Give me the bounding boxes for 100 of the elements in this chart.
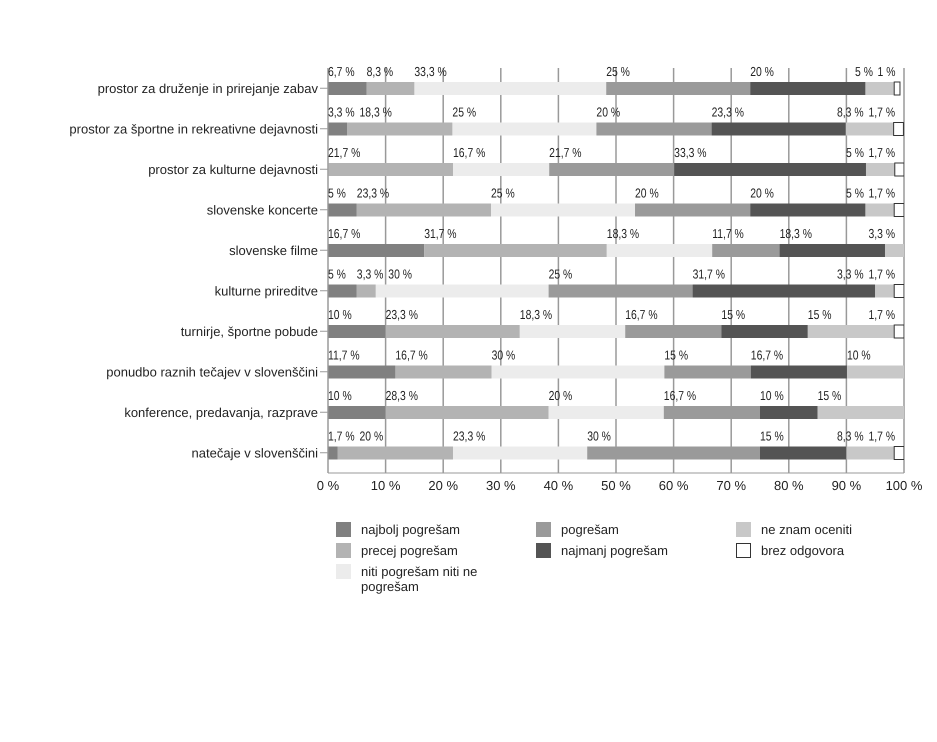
legend-label: najbolj pogrešam [361, 522, 460, 537]
bar [894, 162, 904, 176]
bar [760, 446, 846, 460]
bar [760, 406, 818, 419]
y-tick-label: kulturne prireditve [214, 283, 318, 298]
data-label: 15 % [760, 429, 784, 444]
legend-label: niti pogrešam niti ne pogrešam [361, 564, 478, 594]
data-label: 8,3 % [366, 64, 394, 80]
data-label: 15 % [808, 308, 832, 322]
bar [894, 284, 904, 298]
data-label: 18,3 % [520, 308, 553, 322]
x-tick-label: 70 % [716, 478, 746, 494]
data-label: 25 % [452, 105, 477, 120]
data-label: 20 % [635, 186, 660, 201]
data-label: 20 % [750, 186, 774, 201]
data-label: 18,3 % [606, 226, 640, 242]
data-label: 20 % [360, 429, 384, 444]
data-label: 10 % [846, 348, 872, 363]
bar [893, 122, 904, 136]
data-label: 1,7 % [868, 105, 896, 120]
bar [846, 122, 894, 136]
y-tick-label: prostor za kulturne dejavnosti [148, 162, 318, 177]
bar [366, 82, 414, 95]
bar [866, 163, 895, 176]
data-label: 25 % [548, 267, 573, 282]
data-label: 28,3 % [386, 388, 418, 404]
y-tick-label: slovenske filme [229, 242, 318, 258]
data-label: 23,3 % [356, 186, 390, 201]
bar [674, 163, 866, 176]
bar [328, 163, 453, 176]
data-label: 18,3 % [360, 105, 392, 120]
x-tick-label: 30 % [486, 478, 516, 494]
bar [452, 122, 596, 136]
bar [386, 325, 520, 338]
data-label: 16,7 % [395, 348, 428, 363]
data-label: 25 % [491, 186, 516, 201]
x-tick-label: 20 % [428, 478, 458, 494]
bar [328, 284, 357, 298]
bar [548, 406, 664, 419]
y-tick-label: slovenske koncerte [206, 202, 318, 218]
data-label: 16,7 % [750, 348, 784, 363]
x-tick-label: 10 % [370, 478, 401, 494]
bar [894, 446, 904, 460]
data-label: 10 % [760, 388, 784, 404]
data-label: 20 % [548, 388, 573, 404]
data-label: 10 % [328, 388, 352, 404]
data-label: 3,3 % [868, 226, 896, 242]
bar [347, 122, 452, 136]
data-label: 5 % [855, 64, 874, 80]
x-tick-label: 50 % [601, 478, 632, 494]
data-label: 3,3 % [328, 105, 356, 120]
data-label: 10 % [328, 308, 352, 322]
legend-label: pogrešam [561, 522, 619, 537]
data-label: 20 % [750, 64, 774, 80]
x-tick-label: 40 % [544, 478, 574, 494]
bar [692, 284, 876, 298]
data-label: 15 % [664, 348, 689, 363]
y-tick-label: turnirje, športne pobude [180, 324, 318, 339]
y-tick-label: ponudbo raznih tečajev v slovenščini [106, 364, 318, 380]
data-label: 5 % [328, 267, 346, 282]
bar [452, 446, 588, 460]
bar [520, 325, 626, 338]
x-tick-label: 80 % [774, 478, 804, 494]
data-label: 23,3 % [712, 105, 744, 120]
bar [328, 82, 367, 95]
bar [328, 446, 338, 460]
bar [894, 82, 900, 96]
bar [424, 244, 607, 257]
data-label: 30 % [587, 429, 612, 444]
bar [721, 325, 808, 338]
bar [875, 284, 894, 298]
data-label: 25 % [606, 64, 630, 80]
y-tick-label: prostor za druženje in prirejanje zabav [98, 80, 318, 96]
data-label: 1,7 % [868, 429, 896, 444]
data-label: 23,3 % [452, 429, 486, 444]
bar [750, 366, 847, 378]
bar [356, 204, 492, 216]
legend-label: ne znam oceniti [761, 522, 852, 537]
bar [328, 204, 357, 216]
data-label: 16,7 % [625, 308, 658, 322]
data-label: 33,3 % [414, 64, 448, 80]
bar [414, 82, 606, 95]
data-label: 1 % [878, 64, 896, 80]
bar [846, 446, 894, 460]
data-label: 15 % [721, 308, 746, 322]
data-label: 5 % [846, 186, 864, 201]
data-label: 16,7 % [664, 388, 697, 404]
data-label: 11,7 % [328, 348, 360, 363]
y-tick-label: prostor za športne in rekreativne dejavnosti [69, 121, 318, 136]
data-label: 3,3 % [356, 267, 384, 282]
data-label: 11,7 % [712, 226, 744, 242]
bar [492, 366, 664, 378]
x-tick-label: 100 % [886, 478, 923, 494]
bar [750, 82, 866, 95]
bar [846, 366, 904, 378]
data-label: 23,3 % [386, 308, 418, 322]
y-tick-label: natečaje v slovenščini [192, 445, 318, 460]
data-label: 8,3 % [837, 105, 864, 120]
data-label: 1,7 % [868, 186, 896, 201]
bar [328, 366, 396, 378]
